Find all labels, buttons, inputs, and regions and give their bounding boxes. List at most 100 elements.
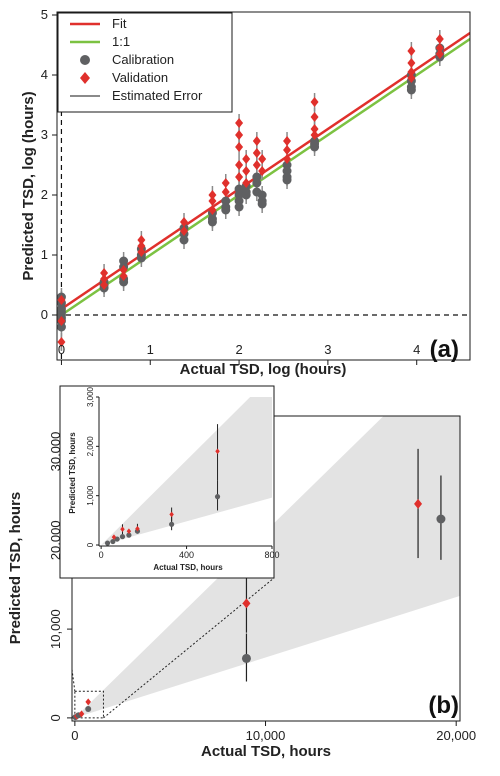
validation-point	[100, 280, 109, 290]
calibration-point	[179, 235, 189, 245]
validation-point	[137, 247, 146, 257]
calibration-point	[436, 514, 446, 524]
panel-b: 0 10,000 20,000 0 10,000 20,000 30,000 Actual…	[7, 385, 476, 760]
calibration-point	[257, 199, 267, 209]
validation-point	[435, 43, 444, 53]
inset-y-axis: 0 1,000 2,000 3,000	[86, 386, 99, 547]
panel-a-x-tick-label: 4	[413, 342, 420, 357]
inset-y-tick-label: 2,000	[86, 436, 95, 457]
validation-point	[310, 112, 319, 122]
panel-a-y-tick-label: 5	[41, 7, 48, 22]
legend-one-to-one-label: 1:1	[112, 34, 130, 49]
panel-b-y-tick-label: 20,000	[48, 520, 63, 560]
validation-point	[252, 160, 261, 170]
validation-point	[252, 136, 261, 146]
validation-point	[78, 710, 85, 718]
validation-point	[283, 136, 292, 146]
validation-point	[221, 178, 230, 188]
legend-calibration-swatch	[80, 55, 90, 65]
panel-a-x-axis-label: Actual TSD, log (hours)	[180, 361, 347, 378]
zoom-box	[74, 690, 104, 719]
calibration-point	[252, 178, 262, 188]
validation-point	[242, 166, 251, 176]
calibration-point	[136, 253, 146, 263]
validation-point	[310, 97, 319, 107]
validation-point	[235, 130, 244, 140]
validation-point	[242, 598, 251, 609]
panel-a-x-tick-label: 2	[235, 342, 242, 357]
panel-a-x-tick-label: 1	[147, 342, 154, 357]
panel-a-plot-area	[56, 11, 471, 361]
calibration-point	[57, 307, 66, 317]
calibration-point	[234, 202, 244, 212]
validation-point	[407, 46, 416, 56]
validation-point	[235, 160, 244, 170]
calibration-point	[85, 706, 92, 713]
validation-point	[180, 226, 189, 236]
calibration-point	[114, 536, 120, 542]
validation-point	[100, 274, 109, 284]
panel-b-y-axis-label: Predicted TSD, hours	[7, 492, 24, 645]
panel-b-y-tick-label: 0	[48, 714, 63, 721]
validation-point	[120, 526, 125, 533]
panel-b-x-axis-label: Actual TSD, hours	[201, 743, 331, 760]
validation-point	[208, 196, 217, 206]
validation-point	[169, 511, 174, 518]
validation-point	[310, 130, 319, 140]
validation-point	[57, 337, 66, 347]
validation-point	[57, 295, 66, 305]
panel-a-y-tick-label: 2	[41, 187, 48, 202]
calibration-point	[110, 538, 116, 545]
validation-point	[137, 235, 146, 245]
validation-point	[283, 154, 292, 164]
validation-point	[119, 265, 128, 275]
validation-point	[435, 34, 444, 44]
panel-b-x-tick-label: 20,000	[436, 728, 476, 743]
validation-point	[137, 241, 146, 251]
legend-validation-label: Validation	[112, 70, 168, 85]
panel-a: 0 1 2 3 4 0 1 2 3 4 5 Actual TSD, log (hours) Pre…	[20, 7, 471, 378]
validation-point	[407, 73, 416, 83]
calibration-point	[406, 85, 416, 95]
panel-b-x-axis: 0 10,000 20,000	[71, 721, 476, 743]
inset-x-axis-label: Actual TSD, hours	[153, 563, 223, 572]
validation-point	[407, 67, 416, 77]
panel-a-x-axis: 0 1 2 3 4	[58, 342, 420, 365]
panel-a-label: (a)	[430, 336, 459, 363]
calibration-point	[119, 277, 129, 287]
validation-point	[135, 525, 140, 532]
calibration-point	[310, 142, 320, 152]
validation-point	[435, 49, 444, 59]
inset-chart: 0 400 800 0 1,000 2,000 3,000 Actual TSD, hou…	[59, 385, 280, 579]
inset-y-axis-label: Predicted TSD, hours	[68, 432, 77, 514]
validation-point	[235, 172, 244, 182]
legend-validation-swatch	[80, 72, 90, 84]
panel-a-y-tick-label: 4	[41, 67, 48, 82]
legend-fit-label: Fit	[112, 16, 127, 31]
calibration-point	[282, 175, 292, 185]
validation-point	[208, 190, 217, 200]
validation-point	[258, 166, 267, 176]
calibration-point	[241, 190, 251, 200]
zoom-connector-right	[103, 577, 275, 719]
validation-point	[221, 187, 230, 197]
validation-point	[235, 118, 244, 128]
validation-point	[283, 145, 292, 155]
panel-a-frame	[56, 11, 471, 361]
legend-estimated-error-label: Estimated Error	[112, 88, 203, 103]
validation-point	[242, 154, 251, 164]
panel-b-label: (b)	[428, 692, 459, 719]
calibration-point	[57, 322, 66, 332]
panel-a-y-tick-label: 0	[41, 307, 48, 322]
inset-y-tick-label: 0	[86, 542, 95, 547]
panel-a-x-tick-label: 0	[58, 342, 65, 357]
validation-point	[242, 178, 251, 188]
validation-point	[208, 205, 217, 215]
validation-point	[180, 217, 189, 227]
panel-a-y-tick-label: 3	[41, 127, 48, 142]
calibration-point	[221, 205, 231, 215]
inset-y-tick-label: 3,000	[86, 386, 95, 407]
validation-point	[126, 528, 132, 534]
panel-b-x-tick-label: 10,000	[246, 728, 286, 743]
